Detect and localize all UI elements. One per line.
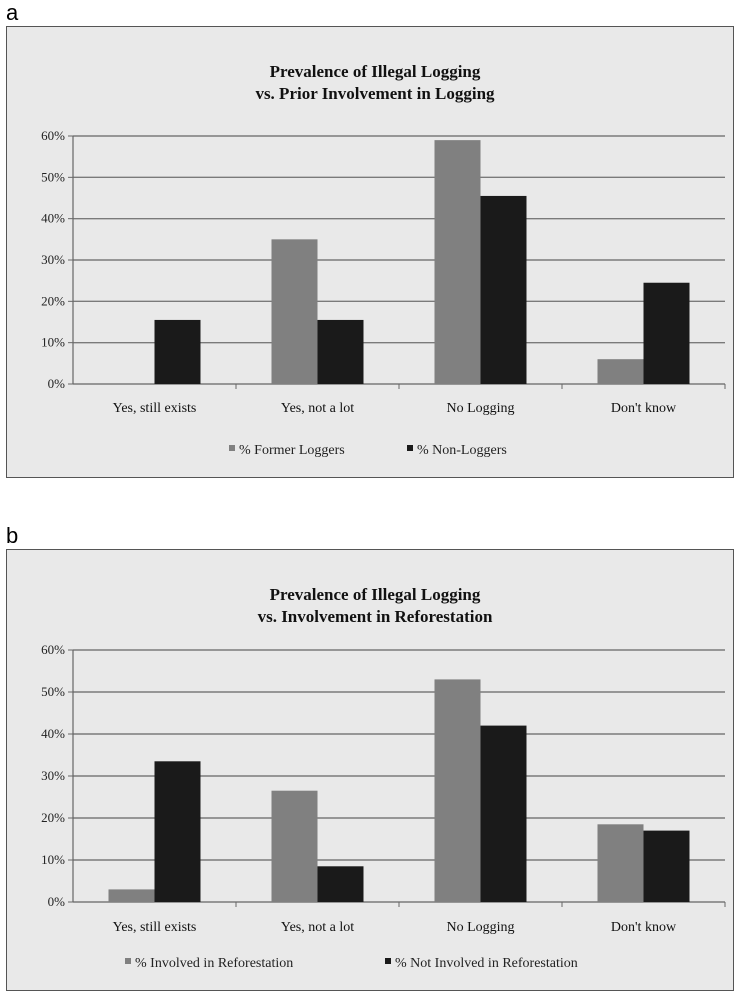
chart-1-ytick-label: 40% xyxy=(41,726,65,741)
chart-1-bar-0-0 xyxy=(108,889,155,902)
chart-0-ytick-label: 10% xyxy=(41,335,65,350)
chart-1-ytick-label: 30% xyxy=(41,768,65,783)
chart-1-legend-swatch-0 xyxy=(125,958,131,964)
chart-0-legend-swatch-0 xyxy=(229,445,235,451)
chart-a: Prevalence of Illegal Logging vs. Prior I… xyxy=(41,62,726,458)
chart-a-container: Prevalence of Illegal Logging vs. Prior I… xyxy=(6,26,734,478)
chart-1-bar-0-1 xyxy=(271,790,318,902)
chart-1-bar-1-2 xyxy=(480,725,527,902)
chart-1-category-label: Don't know xyxy=(611,920,677,935)
chart-0-bar-0-2 xyxy=(434,140,481,384)
chart-0-category-label: Yes, still exists xyxy=(113,401,197,416)
chart-0-bar-1-2 xyxy=(480,195,527,384)
chart-0-ytick-label: 40% xyxy=(41,211,65,226)
chart-1-title-line-0: Prevalence of Illegal Logging xyxy=(270,585,481,604)
chart-0-ytick-label: 0% xyxy=(48,376,66,391)
panel-letter-b: b xyxy=(6,523,19,548)
chart-0-title-line-0: Prevalence of Illegal Logging xyxy=(270,62,481,81)
chart-1-ytick-label: 50% xyxy=(41,684,65,699)
chart-0-bar-0-3 xyxy=(597,359,644,384)
chart-0-ytick-label: 20% xyxy=(41,293,65,308)
panel-letter-a: a xyxy=(6,0,19,25)
chart-1-ytick-label: 0% xyxy=(48,894,66,909)
chart-0-ytick-label: 60% xyxy=(41,128,65,143)
chart-0-bar-1-1 xyxy=(317,319,364,384)
chart-b: Prevalence of Illegal Logging vs. Involve… xyxy=(41,585,726,971)
chart-1-bar-1-1 xyxy=(317,866,364,902)
chart-0-bar-1-0 xyxy=(154,319,201,384)
chart-0-bar-0-1 xyxy=(271,239,318,384)
chart-0-legend-label-1: % Non-Loggers xyxy=(417,443,507,458)
chart-1-bar-0-3 xyxy=(597,824,644,902)
chart-1-category-label: Yes, still exists xyxy=(113,920,197,935)
chart-0-category-label: Don't know xyxy=(611,401,677,416)
chart-0-bar-1-3 xyxy=(643,282,690,384)
chart-1-category-label: Yes, not a lot xyxy=(281,920,354,935)
chart-0-category-label: No Logging xyxy=(446,401,514,416)
chart-1-category-label: No Logging xyxy=(446,920,514,935)
chart-0-ytick-label: 50% xyxy=(41,169,65,184)
chart-1-legend-label-0: % Involved in Reforestation xyxy=(135,956,293,971)
chart-1-title-line-1: vs. Involvement in Reforestation xyxy=(258,607,493,626)
chart-1-bar-1-3 xyxy=(643,830,690,902)
chart-0-category-label: Yes, not a lot xyxy=(281,401,354,416)
chart-1-ytick-label: 20% xyxy=(41,810,65,825)
chart-1-bar-0-2 xyxy=(434,679,481,902)
chart-0-legend-label-0: % Former Loggers xyxy=(239,443,345,458)
chart-1-ytick-label: 60% xyxy=(41,642,65,657)
chart-1-ytick-label: 10% xyxy=(41,852,65,867)
chart-1-legend-label-1: % Not Involved in Reforestation xyxy=(395,956,578,971)
chart-0-legend-swatch-1 xyxy=(407,445,413,451)
chart-0-ytick-label: 30% xyxy=(41,252,65,267)
chart-1-legend-swatch-1 xyxy=(385,958,391,964)
chart-b-container: Prevalence of Illegal Logging vs. Involve… xyxy=(6,549,734,991)
chart-1-bar-1-0 xyxy=(154,761,201,902)
chart-0-title-line-1: vs. Prior Involvement in Logging xyxy=(255,84,495,103)
